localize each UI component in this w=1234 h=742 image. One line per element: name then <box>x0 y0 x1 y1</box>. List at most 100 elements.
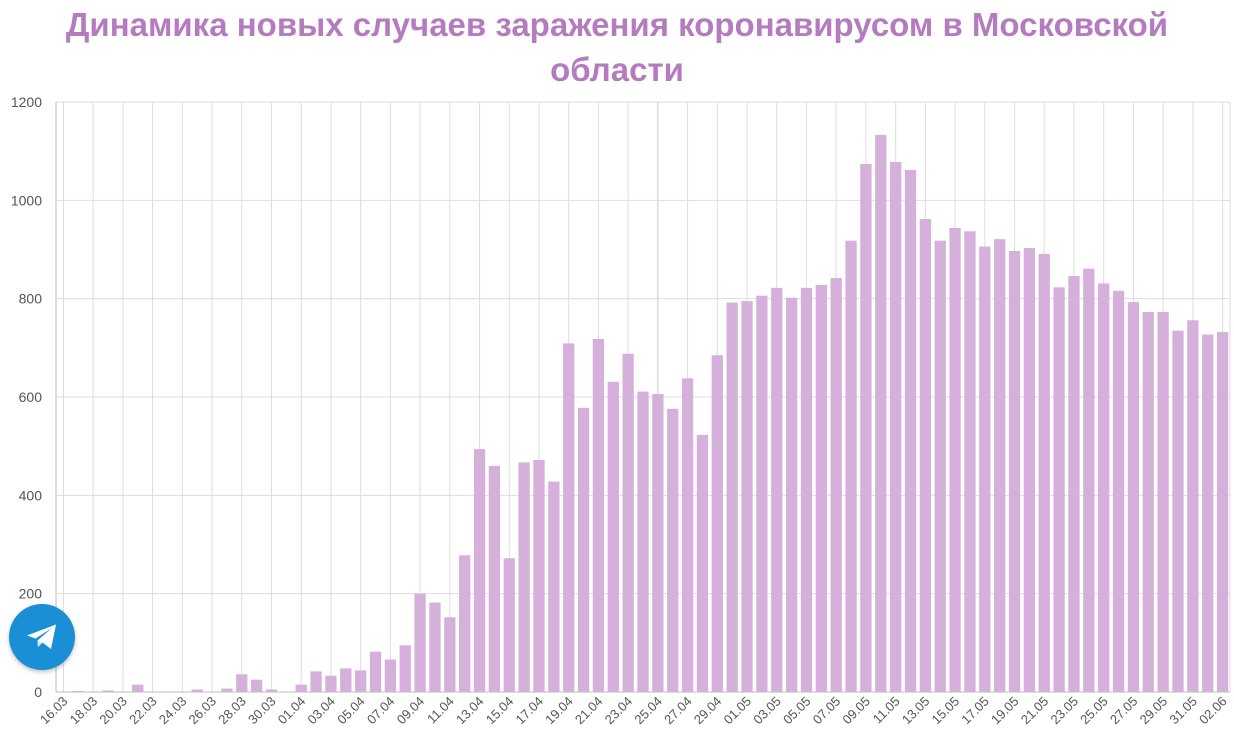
bar <box>696 434 709 692</box>
bar <box>741 301 753 692</box>
bar <box>518 462 530 692</box>
x-tick-label: 21.04 <box>572 694 606 728</box>
x-tick-label: 17.05 <box>958 694 992 728</box>
bar <box>191 689 203 692</box>
bar <box>1127 302 1140 692</box>
bar <box>964 231 976 692</box>
x-tick-label: 29.04 <box>691 694 725 728</box>
bar <box>800 287 813 692</box>
bar <box>473 449 486 692</box>
bar <box>72 691 84 692</box>
y-tick-label: 200 <box>19 586 43 602</box>
bar <box>102 690 114 692</box>
x-tick-label: 09.05 <box>839 694 873 728</box>
telegram-share-button[interactable] <box>9 604 75 670</box>
bar <box>904 169 917 693</box>
bar <box>354 670 367 692</box>
x-tick-label: 29.05 <box>1137 694 1171 728</box>
bar <box>726 302 738 692</box>
x-tick-label: 03.04 <box>304 694 338 728</box>
y-tick-label: 800 <box>19 291 43 307</box>
bar <box>444 617 456 692</box>
bar <box>1098 283 1110 692</box>
bar <box>934 240 946 692</box>
bar <box>250 679 263 692</box>
x-tick-label: 02.06 <box>1196 694 1230 728</box>
x-tick-label: 22.03 <box>126 694 160 728</box>
x-tick-label: 27.05 <box>1107 694 1141 728</box>
bar <box>533 459 545 692</box>
y-tick-label: 0 <box>34 684 42 700</box>
bar <box>548 481 560 692</box>
bar <box>1216 332 1229 692</box>
x-tick-label: 15.04 <box>483 694 517 728</box>
bar <box>1172 330 1184 692</box>
bar <box>1083 268 1095 692</box>
x-tick-label: 19.05 <box>988 694 1022 728</box>
x-tick-label: 11.05 <box>870 694 903 727</box>
x-tick-label: 30.03 <box>245 694 279 728</box>
x-tick-label: 25.05 <box>1077 694 1111 728</box>
bar <box>577 407 590 692</box>
x-tick-label: 23.05 <box>1047 694 1081 728</box>
bar <box>889 161 902 692</box>
bar <box>1112 290 1125 692</box>
bar <box>399 645 411 692</box>
bar <box>1157 311 1169 692</box>
bar <box>1038 253 1050 693</box>
bar <box>622 353 634 692</box>
x-tick-label: 24.03 <box>156 694 190 728</box>
x-tick-label: 05.05 <box>780 694 814 728</box>
bar <box>1202 334 1214 692</box>
bar <box>652 394 664 692</box>
x-tick-label: 26.03 <box>186 694 220 728</box>
x-tick-label: 03.05 <box>750 694 784 728</box>
bar <box>845 240 857 692</box>
x-tick-label: 13.04 <box>453 694 487 728</box>
x-tick-label: 07.05 <box>810 694 844 728</box>
bar <box>503 558 515 692</box>
bar <box>785 297 798 692</box>
bar <box>771 287 783 692</box>
bar <box>830 278 842 692</box>
bar <box>1023 248 1036 692</box>
bar <box>592 338 605 692</box>
bar <box>384 659 397 692</box>
x-tick-label: 09.04 <box>394 694 428 728</box>
bar <box>1142 311 1154 692</box>
bar <box>607 381 619 692</box>
bar <box>919 219 932 692</box>
bar <box>711 355 723 692</box>
bar <box>979 246 991 693</box>
x-tick-label: 20.03 <box>96 694 130 728</box>
bar <box>310 671 322 692</box>
x-tick-label: 01.04 <box>275 694 309 728</box>
bar <box>295 684 307 692</box>
x-tick-label: 07.04 <box>364 694 398 728</box>
bar <box>563 343 575 692</box>
x-tick-label: 05.04 <box>334 694 368 728</box>
bar <box>949 227 961 692</box>
x-tick-label: 31.05 <box>1166 694 1200 728</box>
bar <box>1187 320 1199 692</box>
y-tick-label: 1000 <box>11 192 42 208</box>
bar <box>221 688 233 692</box>
x-tick-label: 27.04 <box>661 694 695 728</box>
y-tick-label: 400 <box>19 487 43 503</box>
y-tick-label: 600 <box>19 389 43 405</box>
x-tick-label: 01.05 <box>721 694 755 728</box>
telegram-icon <box>27 624 56 649</box>
x-tick-label: 28.03 <box>215 694 249 728</box>
bar <box>756 295 768 692</box>
x-tick-label: 11.04 <box>424 694 457 727</box>
bar <box>1068 276 1080 692</box>
bar <box>429 602 441 692</box>
bar <box>488 465 501 692</box>
bar <box>132 684 144 692</box>
bar <box>369 651 382 692</box>
bar <box>637 391 649 692</box>
x-tick-label: 18.03 <box>67 694 101 728</box>
chart-title: Динамика новых случаев заражения коронав… <box>65 6 1169 88</box>
x-tick-label: 21.05 <box>1018 694 1052 728</box>
